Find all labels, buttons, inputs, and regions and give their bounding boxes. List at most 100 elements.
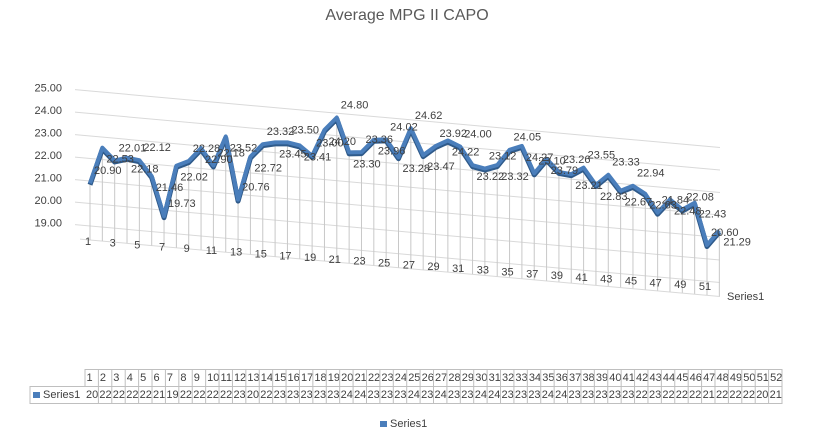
table-value: 22.12: [140, 389, 168, 401]
table-header: 41: [623, 372, 635, 384]
data-label: 24.05: [514, 132, 542, 144]
table-value: 23.50: [300, 389, 328, 401]
table-header: 14: [261, 372, 273, 384]
data-label: 22.72: [254, 163, 282, 175]
table-value: 23.33: [649, 389, 677, 401]
data-label: 21.46: [156, 182, 184, 194]
y-tick-label: 25.00: [34, 83, 62, 95]
table-value: 21.84: [703, 389, 731, 401]
table-value: 23.36: [381, 389, 409, 401]
table-header: 6: [154, 372, 160, 384]
table-value: 23.96: [394, 389, 422, 401]
table-header: 47: [703, 372, 715, 384]
table-header: 25: [408, 372, 420, 384]
table-value: 24.05: [542, 389, 570, 401]
data-label: 22.90: [205, 154, 233, 166]
x-tick-label: 19: [304, 252, 316, 264]
line: [88, 115, 721, 247]
table-value: 23.47: [448, 389, 476, 401]
data-label: 24.20: [328, 136, 356, 148]
table-header: 20: [341, 372, 353, 384]
data-label: 22.01: [119, 142, 147, 154]
data-label: 22.12: [143, 142, 171, 154]
table-value: 22.02: [180, 389, 208, 401]
data-label: 22.18: [131, 164, 159, 176]
x-tick-label: 47: [650, 277, 662, 289]
data-label: 24.22: [452, 146, 480, 158]
data-label: 22.94: [637, 168, 665, 180]
data-label: 22.48: [674, 205, 702, 217]
table-value: 24.62: [435, 389, 463, 401]
table-header: 40: [609, 372, 621, 384]
data-label: 23.55: [588, 150, 616, 162]
x-tick-label: 9: [184, 243, 190, 255]
table-header: 36: [556, 372, 568, 384]
x-tick-label: 25: [378, 258, 390, 270]
data-label: 23.96: [378, 146, 406, 158]
y-tick-label: 19.00: [34, 218, 62, 230]
data-label: 22.02: [180, 172, 208, 184]
table-header: 21: [355, 372, 367, 384]
x-tick-label: 17: [279, 250, 291, 262]
legend-label: Series1: [390, 418, 427, 430]
data-label: 23.33: [612, 157, 640, 169]
table-value: 23.12: [515, 389, 543, 401]
table-value: 23.52: [233, 389, 261, 401]
depth-axis-label: Series1: [727, 291, 764, 303]
data-label: 22.53: [106, 154, 134, 166]
table-value: 24.22: [475, 389, 503, 401]
y-tick-label: 21.00: [34, 173, 62, 185]
data-label: 23.47: [427, 161, 455, 173]
table-header: 28: [448, 372, 460, 384]
table-value: 23.92: [461, 389, 489, 401]
table-header: 27: [435, 372, 447, 384]
table-header: 26: [422, 372, 434, 384]
table-header: 44: [663, 372, 675, 384]
data-label: 23.45: [279, 148, 307, 160]
table-header: 19: [328, 372, 340, 384]
table-value: 23.55: [622, 389, 650, 401]
table-header: 29: [462, 372, 474, 384]
table-value: 22.72: [260, 389, 288, 401]
table-value: 23.22: [502, 389, 530, 401]
x-tick-label: 27: [403, 259, 415, 271]
data-label: 22.43: [699, 209, 727, 221]
data-label: 24.00: [464, 128, 492, 140]
table-value: 24.80: [354, 389, 382, 401]
table-value: 22.01: [113, 389, 141, 401]
table-value: 24.02: [408, 389, 436, 401]
table-value: 22.28: [193, 389, 221, 401]
table-header: 48: [716, 372, 728, 384]
table-header: 22: [368, 372, 380, 384]
table-header: 3: [113, 372, 119, 384]
table-value: 23.30: [367, 389, 395, 401]
data-label: 23.21: [575, 180, 603, 192]
table-header: 37: [569, 372, 581, 384]
data-label: 23.36: [365, 134, 393, 146]
table-legend-key: [33, 392, 40, 398]
x-tick-label: 31: [452, 263, 464, 275]
chart-title: Average MPG II CAPO: [325, 7, 488, 24]
table-value: 20.90: [86, 389, 114, 401]
table-value: 22.63: [689, 389, 717, 401]
table-header: 8: [180, 372, 186, 384]
x-tick-label: 37: [526, 268, 538, 280]
x-tick-label: 13: [230, 247, 242, 259]
data-label: 24.02: [390, 121, 418, 133]
table-value: 23.00: [327, 389, 355, 401]
x-tick-label: 21: [329, 254, 341, 266]
table-header: 52: [770, 372, 782, 384]
data-label: 23.41: [304, 151, 332, 163]
x-tick-label: 3: [110, 238, 116, 250]
table-value: 22.53: [99, 389, 127, 401]
x-tick-label: 5: [134, 240, 140, 252]
grid-line: [74, 179, 721, 239]
grid-line: [74, 111, 721, 171]
table-header: 38: [582, 372, 594, 384]
x-tick-label: 49: [674, 279, 686, 291]
table-value: 24.20: [341, 389, 369, 401]
table-header: 35: [542, 372, 554, 384]
table-value: 20.60: [756, 389, 784, 401]
x-tick-label: 1: [85, 236, 91, 248]
